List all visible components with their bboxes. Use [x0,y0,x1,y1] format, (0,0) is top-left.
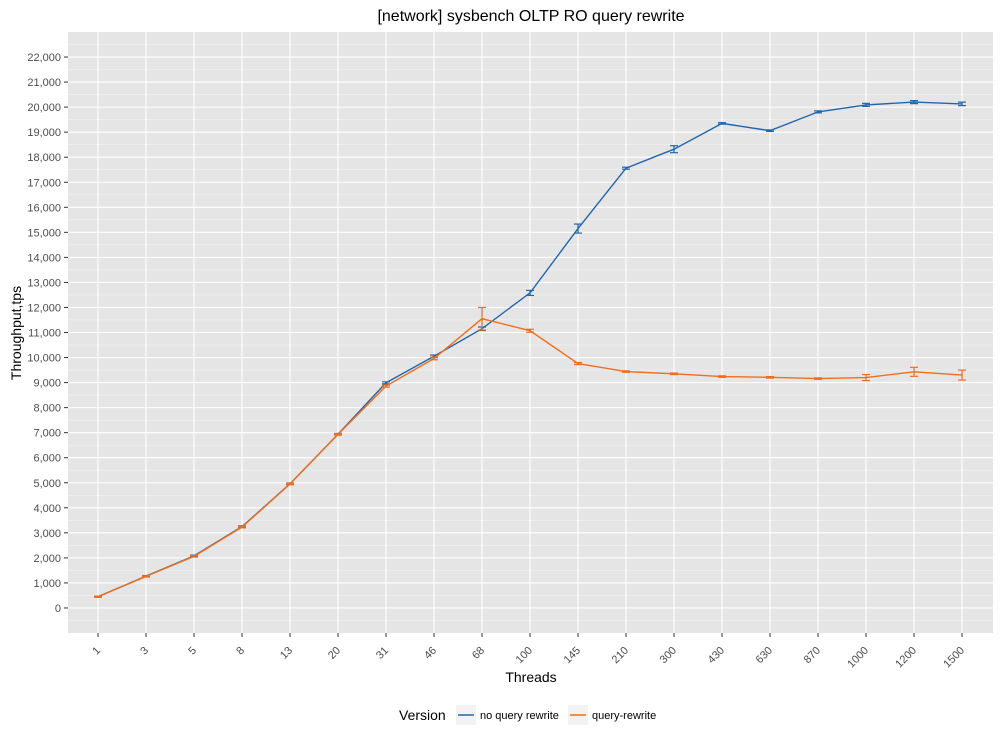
y-axis: 0 1,000 2,000 3,000 4,000 5,000 6,000 7,000 8,00… [27,52,68,615]
y-tick-label: 21,000 [27,77,61,89]
x-tick-label: 300 [658,645,679,666]
y-tick-label: 9,000 [33,378,61,390]
y-tick-label: 18,000 [27,152,61,164]
y-tick-label: 19,000 [27,127,61,139]
y-tick-label: 17,000 [27,177,61,189]
legend-label: query-rewrite [592,710,656,722]
legend: Version no query rewrite query-rewrite [399,705,656,725]
x-tick-label: 8 [234,645,247,658]
error-bar-no-query-rewrite [718,122,726,125]
error-bar-query-rewrite [334,433,342,436]
chart-title: [network] sysbench OLTP RO query rewrite [377,8,684,25]
error-bar-no-query-rewrite [622,166,630,170]
y-tick-label: 12,000 [27,302,61,314]
error-bar-query-rewrite [430,356,438,361]
x-axis-title: Threads [505,669,556,685]
error-bar-query-rewrite [478,306,486,331]
legend-title: Version [399,707,446,723]
x-tick-label: 870 [802,645,823,666]
error-bar-no-query-rewrite [958,101,966,107]
x-tick-label: 13 [278,645,295,662]
x-tick-label: 1000 [845,645,871,671]
x-tick-label: 5 [186,645,199,658]
y-tick-label: 8,000 [33,403,61,415]
error-bar-query-rewrite [142,575,150,578]
x-tick-label: 68 [470,645,487,662]
y-axis-title: Throughput,tps [8,286,24,380]
x-tick-label: 1500 [941,645,967,671]
error-bar-query-rewrite [718,375,726,378]
error-bar-query-rewrite [910,366,918,377]
x-tick-label: 630 [754,645,775,666]
y-tick-label: 6,000 [33,453,61,465]
error-bar-query-rewrite [814,377,822,380]
error-bar-no-query-rewrite [526,289,534,297]
y-tick-label: 1,000 [33,578,61,590]
error-bar-no-query-rewrite [766,129,774,133]
legend-label: no query rewrite [480,710,559,722]
x-tick-label: 430 [706,645,727,666]
x-axis: 1 3 5 8 13 20 31 46 68 100 145 210 300 430 630 870 1000 1… [90,633,967,670]
y-tick-label: 20,000 [27,102,61,114]
error-bar-no-query-rewrite [670,145,678,154]
y-tick-label: 14,000 [27,252,61,264]
error-bar-query-rewrite [382,384,390,388]
y-tick-label: 22,000 [27,52,61,64]
grid [68,32,993,633]
error-bar-query-rewrite [862,373,870,382]
y-tick-label: 13,000 [27,277,61,289]
y-tick-label: 16,000 [27,202,61,214]
error-bar-query-rewrite [958,369,966,381]
x-tick-label: 46 [422,645,439,662]
error-bar-no-query-rewrite [910,100,918,105]
y-tick-label: 4,000 [33,503,61,515]
error-bar-query-rewrite [238,525,246,529]
x-tick-label: 1 [90,645,103,658]
series-group [94,100,966,598]
x-tick-label: 31 [374,645,391,662]
error-bar-query-rewrite [574,361,582,366]
y-tick-label: 2,000 [33,553,61,565]
x-tick-label: 1200 [893,645,919,671]
y-tick-label: 10,000 [27,353,61,365]
error-bar-query-rewrite [190,555,198,558]
error-bar-query-rewrite [670,372,678,376]
error-bar-no-query-rewrite [862,102,870,107]
error-bar-query-rewrite [622,370,630,373]
x-tick-label: 210 [610,645,631,666]
error-bar-query-rewrite [286,482,294,486]
y-tick-label: 15,000 [27,227,61,239]
x-tick-label: 100 [514,645,535,666]
error-bar-no-query-rewrite [814,110,822,114]
y-tick-label: 7,000 [33,428,61,440]
y-tick-label: 3,000 [33,528,61,540]
error-bar-no-query-rewrite [574,223,582,234]
x-tick-label: 3 [138,645,151,658]
y-tick-label: 0 [55,603,61,615]
x-tick-label: 145 [562,645,583,666]
error-bar-query-rewrite [94,595,102,598]
error-bar-query-rewrite [766,375,774,379]
x-tick-label: 20 [326,645,343,662]
y-tick-label: 11,000 [28,328,61,340]
y-tick-label: 5,000 [33,478,61,490]
error-bar-query-rewrite [526,328,534,333]
